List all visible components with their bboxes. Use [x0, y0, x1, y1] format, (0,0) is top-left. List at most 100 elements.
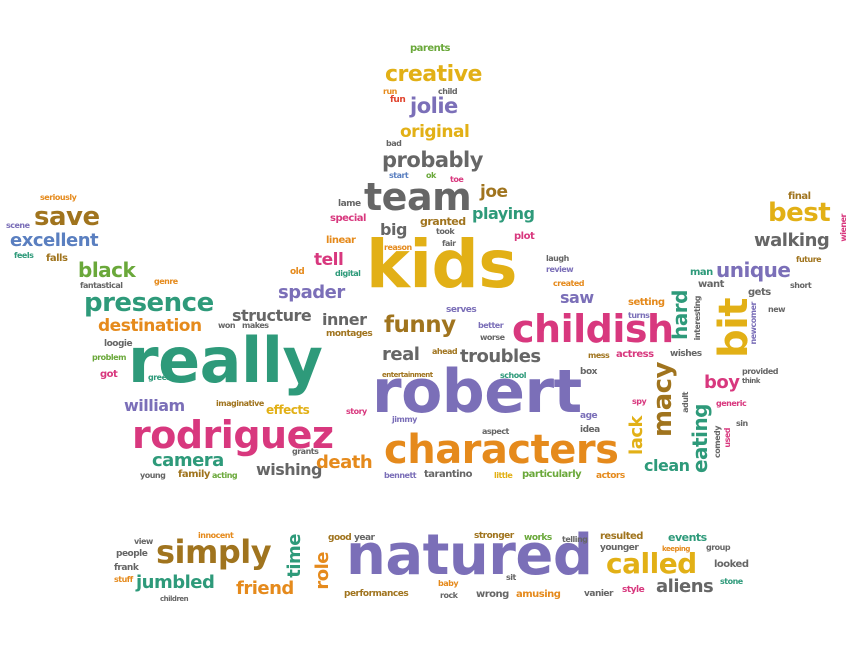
word-death: death — [316, 452, 373, 473]
word-characters: characters — [384, 427, 619, 473]
word-save: save — [34, 202, 100, 232]
word-school: school — [500, 371, 526, 380]
word-big: big — [380, 220, 407, 239]
word-new: new — [768, 305, 786, 314]
word-presence: presence — [84, 288, 214, 318]
word-falls: falls — [46, 253, 68, 264]
word-creative: creative — [385, 62, 482, 87]
word-group: group — [706, 543, 731, 552]
word-final: final — [788, 191, 811, 202]
word-entertainment: entertainment — [382, 371, 433, 379]
word-macy: macy — [648, 362, 678, 437]
word-story: story — [346, 407, 367, 416]
word-stuff: stuff — [114, 575, 133, 584]
word-toe: toe — [450, 175, 464, 184]
word-man: man — [690, 267, 713, 278]
word-rock: rock — [440, 591, 458, 600]
word-parents: parents — [410, 43, 450, 54]
word-reason: reason — [384, 243, 412, 252]
word-simply: simply — [156, 533, 272, 571]
word-bad: bad — [386, 139, 402, 148]
word-stronger: stronger — [474, 531, 514, 541]
word-generic: generic — [716, 399, 747, 408]
word-provided: provided — [742, 367, 779, 376]
word-innocent: innocent — [198, 531, 234, 540]
word-grants: grants — [292, 447, 319, 456]
word-hard: hard — [668, 290, 692, 340]
word-worse: worse — [480, 333, 505, 342]
word-lame: lame — [338, 199, 361, 209]
word-performances: performances — [344, 589, 409, 599]
word-makes: makes — [242, 321, 269, 330]
word-comedy: comedy — [713, 426, 722, 458]
word-short: short — [790, 281, 812, 290]
word-jumbled: jumbled — [136, 572, 215, 593]
word-wishing: wishing — [256, 460, 323, 479]
word-stone: stone — [720, 577, 743, 586]
word-little: little — [494, 471, 513, 480]
word-boy: boy — [704, 372, 740, 393]
word-fantastical: fantastical — [80, 281, 123, 290]
word-actors: actors — [596, 471, 625, 481]
word-won: won — [218, 321, 236, 330]
word-jimmy: jimmy — [392, 415, 417, 424]
word-future: future — [796, 255, 822, 264]
word-turns: turns — [628, 311, 650, 320]
word-sit: sit — [506, 573, 516, 582]
word-serves: serves — [446, 305, 477, 315]
word-natured: natured — [346, 523, 593, 588]
word-actress: actress — [616, 349, 654, 360]
word-role: role — [312, 552, 333, 590]
word-digital: digital — [335, 269, 361, 278]
word-inner: inner — [322, 310, 367, 329]
word-run: run — [383, 87, 397, 96]
word-fun: fun — [390, 95, 406, 105]
word-imaginative: imaginative — [216, 399, 264, 408]
word-structure: structure — [232, 306, 312, 325]
word-clean: clean — [644, 456, 690, 475]
word-called: called — [606, 547, 697, 580]
word-excellent: excellent — [10, 230, 99, 251]
word-real: real — [382, 344, 420, 365]
word-robert: robert — [372, 357, 582, 427]
word-childish: childish — [512, 307, 674, 351]
word-took: took — [436, 227, 455, 236]
word-tarantino: tarantino — [424, 469, 473, 480]
word-black: black — [78, 258, 136, 282]
word-wiener: wiener — [839, 214, 848, 242]
word-effects: effects — [266, 403, 310, 417]
word-scene: scene — [6, 221, 30, 230]
word-think: think — [742, 377, 760, 385]
word-bennett: bennett — [384, 471, 417, 480]
word-old: old — [290, 267, 305, 277]
word-aliens: aliens — [656, 576, 714, 597]
word-saw: saw — [560, 288, 594, 307]
word-people: people — [116, 549, 148, 559]
word-loogie: loogie — [104, 339, 133, 349]
word-events: events — [668, 531, 707, 544]
word-younger: younger — [600, 543, 639, 553]
word-works: works — [524, 533, 552, 543]
word-view: view — [134, 537, 153, 546]
word-frank: frank — [114, 563, 139, 573]
word-granted: granted — [420, 215, 466, 228]
word-sin: sin — [736, 419, 748, 428]
word-feels: feels — [14, 251, 34, 260]
word-seriously: seriously — [40, 193, 77, 202]
word-looked: looked — [714, 559, 749, 570]
word-plot: plot — [514, 231, 535, 242]
word-spader: spader — [278, 282, 345, 303]
word-age: age — [580, 411, 598, 421]
word-playing: playing — [472, 204, 535, 223]
word-problem: problem — [92, 353, 126, 362]
word-particularly: particularly — [522, 469, 582, 480]
word-mess: mess — [588, 351, 610, 360]
word-troubles: troubles — [460, 346, 541, 367]
word-lack: lack — [626, 416, 647, 455]
word-tell: tell — [314, 250, 344, 270]
word-start: start — [389, 171, 409, 180]
word-setting: setting — [628, 297, 665, 308]
word-aspect: aspect — [482, 427, 509, 436]
word-camera: camera — [152, 450, 224, 471]
